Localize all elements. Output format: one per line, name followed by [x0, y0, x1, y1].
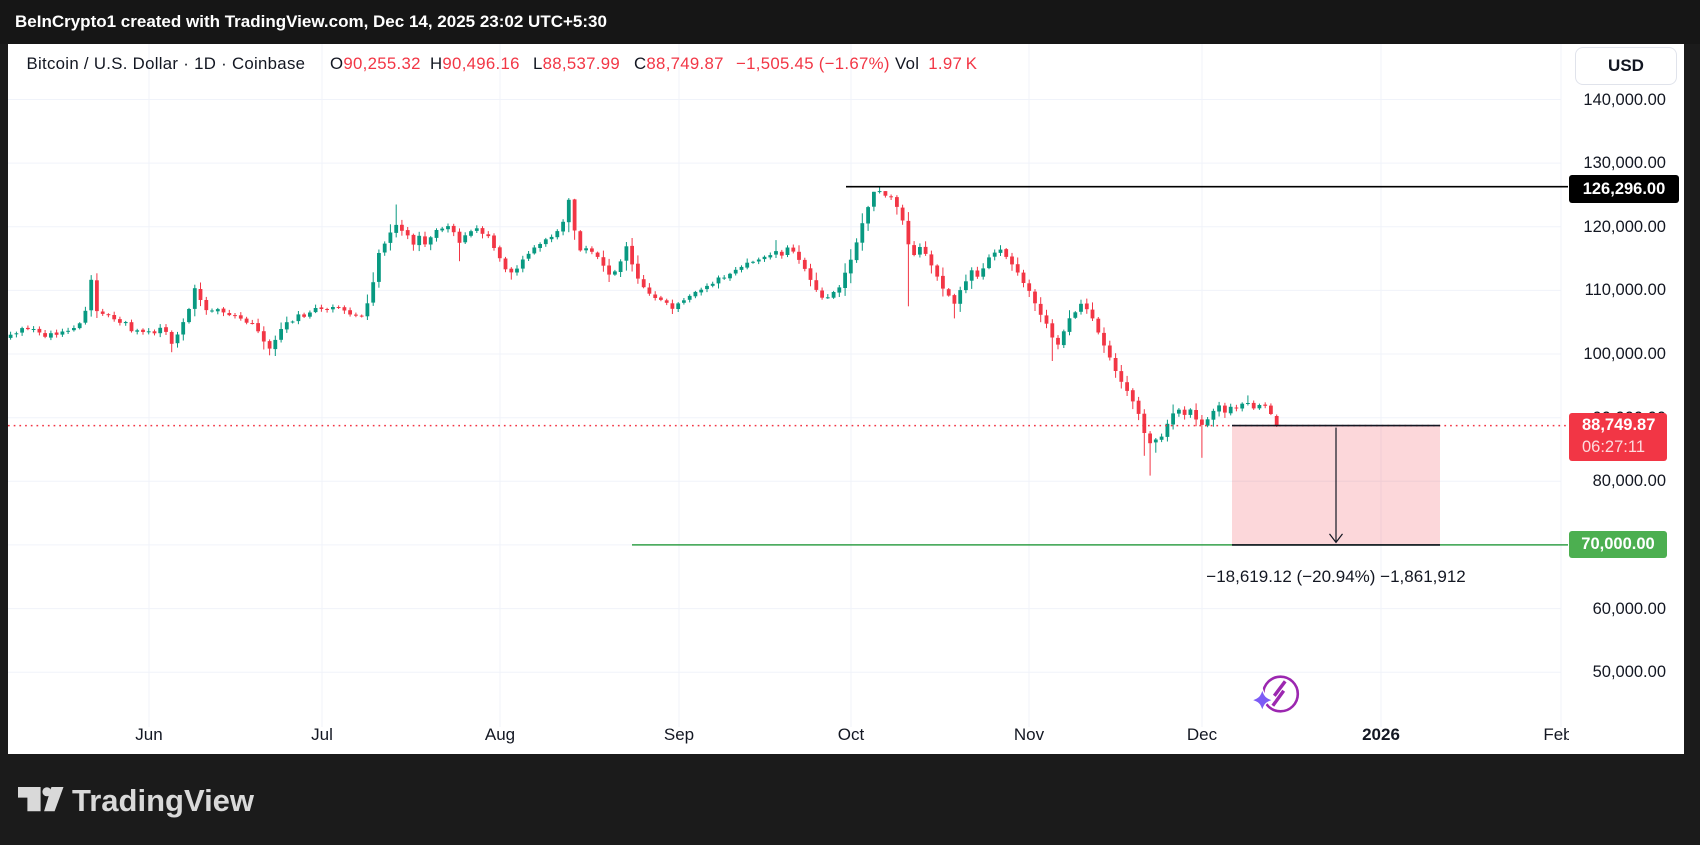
svg-text:TradingView: TradingView	[72, 783, 255, 818]
